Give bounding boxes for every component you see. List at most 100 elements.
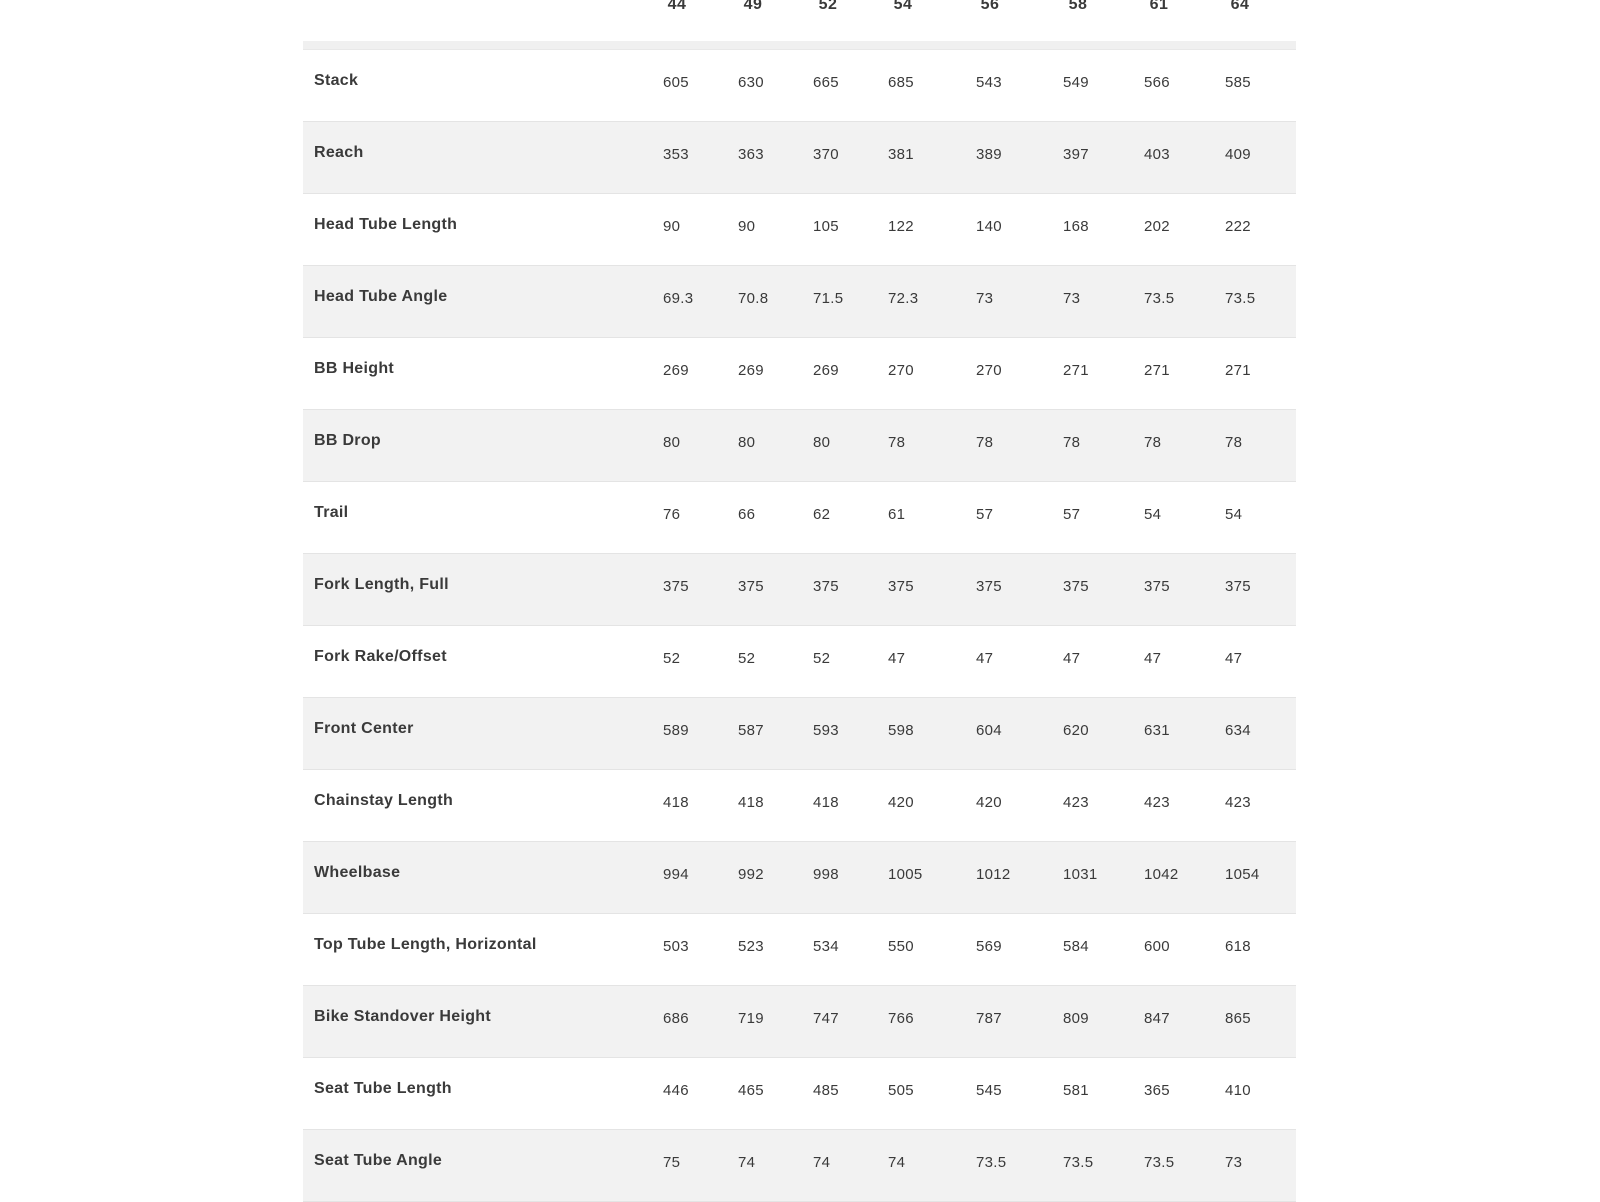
table-cell: 593 (813, 722, 839, 739)
table-cell: 78 (1063, 434, 1081, 451)
table-cell: 73.5 (1063, 1154, 1094, 1171)
table-cell: 73 (1225, 1154, 1243, 1171)
table-row: Head Tube Angle 69.3 70.8 71.5 72.3 73 73 73.5 7… (303, 266, 1296, 338)
table-cell: 353 (663, 146, 689, 163)
table-cell: 78 (1144, 434, 1162, 451)
table-cell: 605 (663, 74, 689, 91)
table-cell: 52 (813, 650, 831, 667)
table-cell: 719 (738, 1010, 764, 1027)
table-cell: 1012 (976, 866, 1011, 883)
table-cell: 80 (813, 434, 831, 451)
table-cell: 534 (813, 938, 839, 955)
table-cell: 598 (888, 722, 914, 739)
table-cell: 604 (976, 722, 1002, 739)
table-cell: 122 (888, 218, 914, 235)
table-cell: 72.3 (888, 290, 919, 307)
table-cell: 78 (1225, 434, 1243, 451)
table-cell: 503 (663, 938, 689, 955)
table-cell: 69.3 (663, 290, 694, 307)
table-cell: 73.5 (976, 1154, 1007, 1171)
table-row: Wheelbase 994 992 998 1005 1012 1031 1042 1054 (303, 842, 1296, 914)
table-cell: 418 (663, 794, 689, 811)
table-cell: 271 (1144, 362, 1170, 379)
table-cell: 73 (976, 290, 994, 307)
table-cell: 62 (813, 506, 831, 523)
table-cell: 70.8 (738, 290, 769, 307)
table-cell: 73.5 (1144, 1154, 1175, 1171)
table-cell: 222 (1225, 218, 1251, 235)
table-cell: 90 (663, 218, 681, 235)
size-header: 61 (1149, 0, 1169, 13)
table-cell: 410 (1225, 1082, 1251, 1099)
table-cell: 57 (1063, 506, 1081, 523)
row-label: BB Height (314, 360, 395, 377)
table-cell: 418 (813, 794, 839, 811)
table-cell: 47 (1144, 650, 1162, 667)
table-cell: 76 (663, 506, 681, 523)
table-cell: 47 (976, 650, 994, 667)
table-cell: 569 (976, 938, 1002, 955)
table-cell: 998 (813, 866, 839, 883)
table-cell: 80 (663, 434, 681, 451)
table-cell: 381 (888, 146, 914, 163)
table-cell: 994 (663, 866, 689, 883)
table-cell: 566 (1144, 74, 1170, 91)
table-cell: 375 (663, 578, 689, 595)
table-cell: 54 (1144, 506, 1162, 523)
table-cell: 375 (738, 578, 764, 595)
table-row: BB Drop 80 80 80 78 78 78 78 78 (303, 410, 1296, 482)
table-row: Chainstay Length 418 418 418 420 420 423 423 423 (303, 770, 1296, 842)
table-row: Seat Tube Angle 75 74 74 74 73.5 73.5 73.5 73 (303, 1130, 1296, 1202)
table-cell: 631 (1144, 722, 1170, 739)
table-cell: 747 (813, 1010, 839, 1027)
table-cell: 543 (976, 74, 1002, 91)
table-cell: 375 (1144, 578, 1170, 595)
geometry-table: 44 49 52 54 56 58 61 64 Stack 605 630 665 685 543 549… (303, 0, 1296, 1202)
table-cell: 550 (888, 938, 914, 955)
table-cell: 75 (663, 1154, 681, 1171)
table-cell: 665 (813, 74, 839, 91)
table-cell: 57 (976, 506, 994, 523)
table-cell: 423 (1063, 794, 1089, 811)
table-cell: 363 (738, 146, 764, 163)
table-cell: 545 (976, 1082, 1002, 1099)
table-cell: 585 (1225, 74, 1251, 91)
row-label: Stack (314, 72, 359, 89)
table-cell: 1031 (1063, 866, 1098, 883)
table-cell: 90 (738, 218, 756, 235)
table-cell: 618 (1225, 938, 1251, 955)
table-cell: 375 (1063, 578, 1089, 595)
table-cell: 787 (976, 1010, 1002, 1027)
table-cell: 634 (1225, 722, 1251, 739)
table-row: Trail 76 66 62 61 57 57 54 54 (303, 482, 1296, 554)
table-cell: 589 (663, 722, 689, 739)
table-cell: 685 (888, 74, 914, 91)
row-label: Trail (314, 504, 349, 521)
table-row: Reach 353 363 370 381 389 397 403 409 (303, 122, 1296, 194)
table-cell: 52 (663, 650, 681, 667)
table-cell: 73.5 (1225, 290, 1256, 307)
table-row: Fork Rake/Offset 52 52 52 47 47 47 47 47 (303, 626, 1296, 698)
table-cell: 485 (813, 1082, 839, 1099)
table-cell: 418 (738, 794, 764, 811)
table-cell: 523 (738, 938, 764, 955)
table-cell: 1054 (1225, 866, 1260, 883)
table-cell: 61 (888, 506, 906, 523)
table-cell: 766 (888, 1010, 914, 1027)
table-cell: 270 (888, 362, 914, 379)
table-cell: 78 (888, 434, 906, 451)
row-label: Reach (314, 144, 364, 161)
table-cell: 389 (976, 146, 1002, 163)
row-label: Bike Standover Height (314, 1008, 492, 1025)
table-cell: 375 (1225, 578, 1251, 595)
row-label: Seat Tube Angle (314, 1152, 443, 1169)
size-header: 64 (1230, 0, 1250, 13)
geometry-table-body: Stack 605 630 665 685 543 549 566 585 Reach 353 363… (303, 50, 1296, 1202)
table-cell: 587 (738, 722, 764, 739)
table-cell: 271 (1063, 362, 1089, 379)
table-cell: 375 (813, 578, 839, 595)
table-cell: 54 (1225, 506, 1243, 523)
table-cell: 630 (738, 74, 764, 91)
table-cell: 269 (663, 362, 689, 379)
table-cell: 80 (738, 434, 756, 451)
